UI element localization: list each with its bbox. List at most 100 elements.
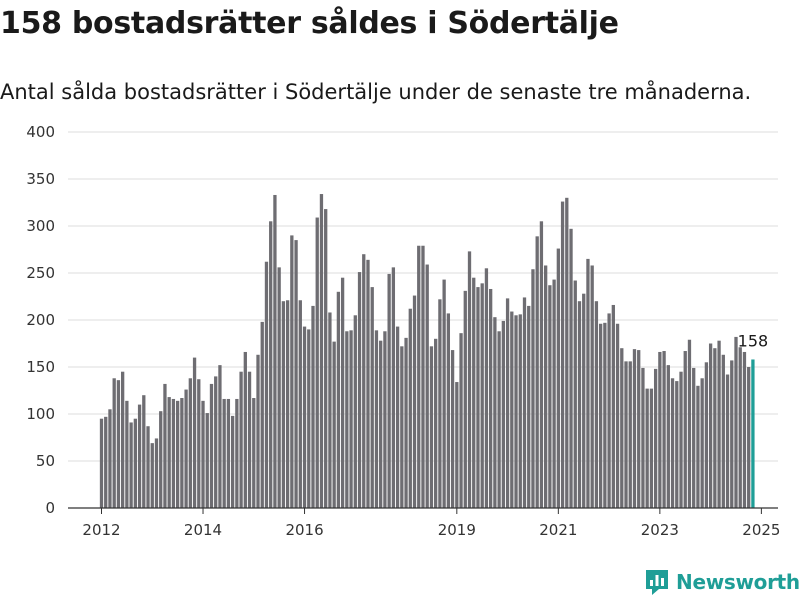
- bar: [565, 197, 569, 509]
- bar: [269, 221, 273, 509]
- bar: [121, 371, 125, 508]
- bar: [472, 277, 476, 508]
- bar: [560, 201, 565, 508]
- bar: [493, 317, 497, 508]
- bar: [535, 236, 539, 508]
- bar: [632, 349, 637, 508]
- x-tick-label: 2021: [539, 521, 577, 539]
- bar: [518, 314, 522, 508]
- bar: [531, 269, 535, 508]
- bar: [586, 258, 590, 508]
- bar: [607, 313, 611, 508]
- bar: [527, 305, 531, 508]
- x-tick-label: 2023: [641, 521, 679, 539]
- bar: [539, 221, 544, 509]
- x-tick-label: 2014: [184, 521, 222, 539]
- bar-latest: [751, 359, 755, 508]
- y-tick-label: 250: [26, 264, 55, 282]
- bar: [615, 323, 620, 508]
- bar: [353, 315, 357, 508]
- bar: [307, 329, 311, 508]
- bar: [450, 350, 455, 508]
- bar: [349, 330, 353, 508]
- bar: [175, 400, 180, 508]
- bar: [222, 398, 226, 508]
- brand-name: Newsworthy: [676, 570, 800, 594]
- bar: [125, 400, 129, 508]
- bar: [590, 265, 594, 508]
- bar: [438, 299, 442, 508]
- bar: [721, 354, 725, 508]
- bar: [137, 404, 142, 508]
- bar: [412, 295, 417, 508]
- bar: [514, 315, 518, 508]
- bar: [484, 268, 489, 508]
- bar: [434, 338, 438, 508]
- bar: [260, 321, 264, 508]
- bar: [239, 371, 243, 508]
- bar: [675, 381, 679, 508]
- bar: [704, 362, 709, 508]
- bar: [252, 398, 256, 508]
- bar: [522, 297, 527, 508]
- bar: [510, 311, 514, 508]
- bar: [142, 395, 146, 508]
- bar: [298, 300, 302, 508]
- data-labels: 158: [738, 331, 769, 350]
- bar: [687, 339, 692, 508]
- bar: [387, 273, 391, 508]
- bar: [99, 418, 104, 508]
- bar: [230, 415, 235, 508]
- bar: [501, 320, 505, 508]
- bar: [692, 367, 696, 508]
- bar: [653, 368, 658, 508]
- bar: [133, 418, 137, 508]
- bar: [556, 248, 560, 508]
- bar: [391, 267, 396, 508]
- bar: [171, 398, 176, 508]
- bar: [400, 346, 404, 508]
- y-tick-label: 350: [26, 170, 55, 188]
- bar: [489, 288, 493, 508]
- bar: [209, 383, 214, 508]
- bar: [700, 378, 704, 508]
- bar: [417, 245, 421, 509]
- bar: [324, 209, 328, 508]
- bar: [747, 367, 751, 508]
- bar: [336, 291, 341, 508]
- bar: [628, 361, 632, 508]
- bar: [455, 382, 459, 508]
- bar: [734, 336, 738, 508]
- bar: [366, 259, 370, 508]
- bar: [370, 287, 374, 508]
- bar: [218, 365, 222, 508]
- bar: [226, 398, 231, 508]
- bar: [315, 217, 319, 508]
- bar: [408, 308, 412, 508]
- bar: [192, 357, 197, 508]
- bar: [725, 374, 730, 508]
- bar: [319, 194, 324, 508]
- chart-subtitle: Antal sålda bostadsrätter i Södertälje u…: [0, 80, 752, 104]
- chart-title: 158 bostadsrätter såldes i Södertälje: [0, 6, 619, 41]
- bar: [708, 343, 713, 508]
- y-axis-tick-labels: 0 50 100 150 200 250 300 350 400: [26, 123, 55, 517]
- bar: [247, 371, 252, 508]
- bar: [116, 380, 121, 508]
- bar: [624, 361, 628, 508]
- bar: [611, 304, 615, 508]
- bar: [184, 389, 188, 508]
- bar: [264, 261, 269, 508]
- latest-value-label: 158: [738, 331, 769, 350]
- y-tick-label: 300: [26, 217, 55, 235]
- bar: [404, 337, 408, 508]
- bar: [277, 267, 281, 508]
- bar: [582, 293, 586, 508]
- y-tick-label: 50: [36, 452, 55, 470]
- bar: [395, 326, 400, 508]
- bar: [666, 365, 670, 508]
- bar: [476, 287, 480, 508]
- bar: [679, 371, 683, 508]
- bar: [214, 376, 218, 508]
